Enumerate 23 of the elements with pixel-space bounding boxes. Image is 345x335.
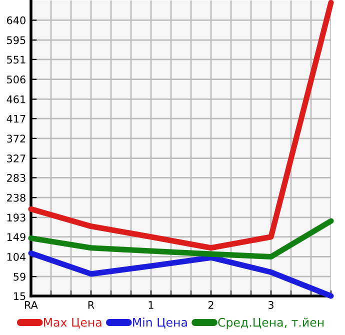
- y-tick-label: 149: [7, 233, 26, 241]
- x-tick-label: R: [88, 301, 94, 309]
- y-tick-label: 104: [7, 252, 26, 261]
- y-tick-label: 506: [7, 76, 26, 84]
- legend-label: Min Цена: [133, 318, 187, 328]
- x-tick-label: 2: [208, 301, 214, 309]
- y-tick-label: 417: [6, 114, 26, 123]
- y-tick-label: 327: [7, 154, 26, 162]
- y-tick-label: 193: [7, 214, 26, 222]
- y-tick-label: 461: [6, 95, 26, 104]
- y-tick-label: 15: [14, 292, 26, 300]
- y-tick-label: 59: [14, 272, 26, 281]
- x-tick-label: 3: [268, 301, 274, 309]
- y-tick-label: 372: [7, 134, 26, 143]
- x-tick-label: 1: [148, 301, 154, 309]
- legend-label: Сред.Цена, т.йен: [218, 318, 324, 330]
- y-tick-label: 238: [7, 194, 26, 202]
- y-tick-label: 283: [7, 174, 26, 182]
- y-tick-label: 595: [7, 36, 26, 44]
- y-tick-label: 551: [7, 56, 26, 64]
- y-tick-label: 640: [6, 16, 26, 24]
- legend-label: Max Цена: [44, 318, 102, 328]
- x-tick-label: RA: [25, 301, 38, 309]
